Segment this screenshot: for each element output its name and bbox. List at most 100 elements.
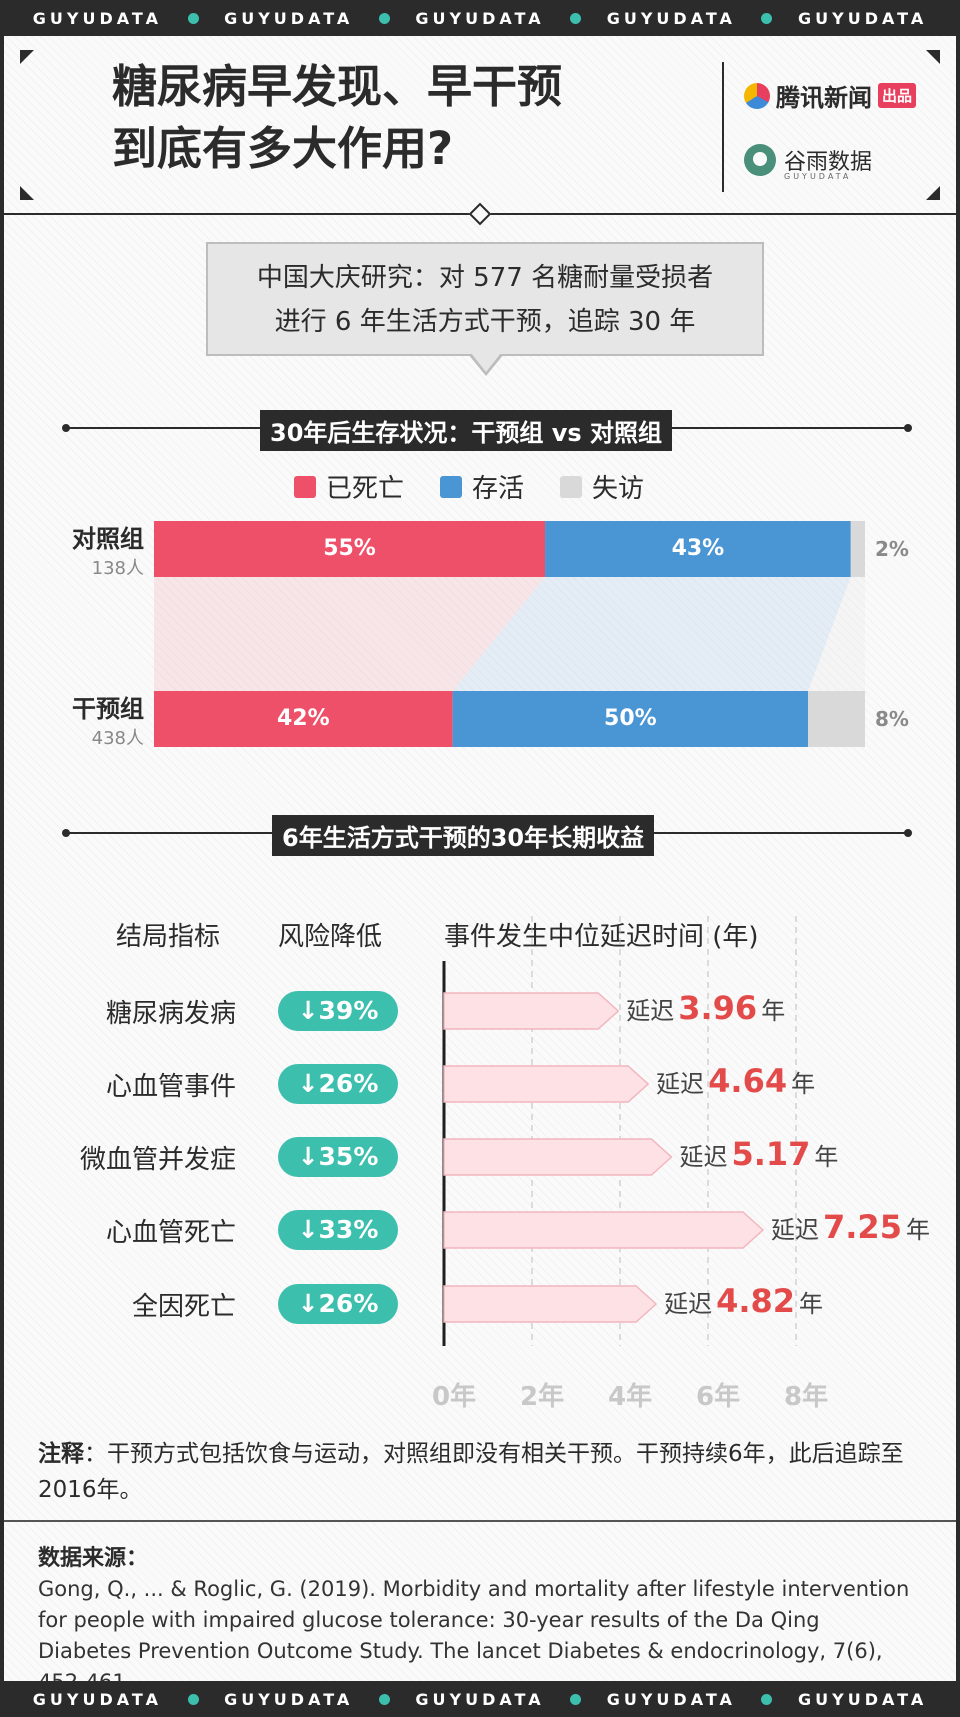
legend-swatch: [294, 475, 316, 498]
callout-line-2: 进行 6 年生活方式干预，追踪 30 年: [274, 307, 696, 337]
corner-marker: [926, 50, 940, 64]
delay-bar: [443, 992, 620, 1030]
group-name: 干预组: [72, 695, 144, 723]
delay-prefix: 延迟: [626, 997, 675, 1025]
callout-pointer-fill: [471, 353, 501, 372]
band-word: GUYUDATA: [798, 1689, 928, 1709]
band-word: GUYUDATA: [606, 1689, 736, 1709]
band-word: GUYUDATA: [415, 8, 545, 28]
connector-band-0: [154, 577, 546, 691]
legend-label: 存活: [472, 474, 525, 504]
x-tick-label: 8年: [784, 1382, 829, 1412]
lost-followup-label: 8%: [875, 707, 909, 731]
group-count: 138人: [91, 558, 144, 579]
risk-reduction-badge: ↓35%: [278, 1137, 398, 1177]
col-head-risk: 风险降低: [278, 922, 383, 952]
brand2-sub: GUYUDATA: [784, 172, 852, 181]
delay-text: 延迟 5.17 年: [679, 1135, 838, 1173]
delay-prefix: 延迟: [664, 1290, 713, 1318]
band-word: GUYUDATA: [224, 1689, 354, 1709]
x-tick-label: 6年: [696, 1382, 741, 1412]
band-word: GUYUDATA: [224, 8, 354, 28]
brand2-name: 谷雨数据: [784, 150, 873, 175]
bar-segment: [545, 521, 851, 577]
band-dot-icon: [570, 12, 582, 24]
connector-band-2: [808, 577, 865, 691]
legend-swatch: [440, 475, 463, 498]
x-tick-label: 0年: [432, 1382, 477, 1412]
survival-legend: 已死亡 存活 失访: [294, 468, 644, 505]
outcome-label: 全因死亡: [131, 1292, 236, 1322]
band-dot-icon: [187, 12, 199, 24]
note-label: 注释: [38, 1441, 84, 1467]
delay-value: 7.25: [823, 1208, 902, 1246]
corner-marker: [20, 50, 34, 64]
delay-bar: [443, 1065, 650, 1103]
section2-title: 6年生活方式干预的30年长期收益: [272, 815, 655, 856]
bar-value-label: 43%: [671, 536, 725, 561]
band-word: GUYUDATA: [606, 8, 736, 28]
risk-reduction-badge: ↓33%: [278, 1210, 398, 1250]
title-line-1: 糖尿病早发现、早干预: [112, 60, 563, 113]
delay-text: 延迟 3.96 年: [626, 989, 785, 1027]
col-head-delay: 事件发生中位延迟时间 (年): [444, 922, 759, 952]
delay-prefix: 延迟: [679, 1143, 728, 1171]
tencent-news-brand: 腾讯新闻 出品: [744, 78, 917, 113]
title-line-2: 到底有多大作用?: [112, 122, 454, 175]
bar-value-label: 42%: [276, 706, 330, 731]
delay-suffix: 年: [799, 1290, 824, 1318]
bar-segment: [154, 691, 453, 747]
bar-segment: [452, 691, 809, 747]
band-dot-icon: [187, 1693, 199, 1705]
connector-band-1: [452, 577, 851, 691]
delay-suffix: 年: [761, 997, 786, 1025]
outcome-label: 糖尿病发病: [105, 999, 236, 1029]
infographic-panel: 糖尿病早发现、早干预 到底有多大作用? 腾讯新闻 出品 谷雨数据 GUYUDAT…: [4, 36, 956, 1681]
guyu-data-brand: 谷雨数据 GUYUDATA: [744, 144, 873, 181]
source-heading: 数据来源：: [38, 1546, 149, 1571]
outcome-label: 心血管死亡: [105, 1218, 236, 1248]
delay-suffix: 年: [791, 1070, 816, 1098]
bar-segment: [154, 521, 546, 577]
top-brand-band: GUYUDATA GUYUDATA GUYUDATA GUYUDATA GUYUDATA: [0, 0, 960, 36]
legend-label: 失访: [592, 474, 645, 504]
header-divider: [722, 62, 724, 192]
band-word: GUYUDATA: [32, 1689, 162, 1709]
legend-item: 已死亡: [294, 468, 404, 505]
band-word: GUYUDATA: [32, 8, 162, 28]
tencent-news-logo-icon: [744, 82, 770, 109]
delay-value: 4.82: [716, 1282, 796, 1320]
band-dot-icon: [761, 12, 773, 24]
study-callout: 中国大庆研究：对 577 名糖耐量受损者 进行 6 年生活方式干预，追踪 30 …: [206, 242, 764, 356]
corner-marker: [926, 186, 940, 200]
section1-title: 30年后生存状况：干预组 vs 对照组: [260, 410, 673, 451]
delay-prefix: 延迟: [771, 1216, 819, 1244]
group-label: 干预组 438人: [44, 689, 144, 750]
bar-value-label: 50%: [604, 706, 657, 731]
group-label: 对照组 138人: [44, 519, 144, 580]
outcome-label: 微血管并发症: [79, 1145, 236, 1175]
delay-value: 4.64: [708, 1062, 788, 1100]
source-divider: [4, 1520, 956, 1522]
band-dot-icon: [378, 1693, 390, 1705]
delay-bar: [443, 1211, 765, 1249]
legend-item: 存活: [440, 468, 524, 505]
x-tick-label: 4年: [608, 1382, 653, 1412]
footnote: 注释：干预方式包括饮食与运动，对照组即没有相关干预。干预持续6年，此后追踪至20…: [38, 1436, 928, 1508]
delay-suffix: 年: [814, 1143, 839, 1171]
delay-text: 延迟 4.64 年: [656, 1062, 815, 1100]
bottom-brand-band: GUYUDATA GUYUDATA GUYUDATA GUYUDATA GUYUDATA: [0, 1681, 960, 1717]
callout-line-1: 中国大庆研究：对 577 名糖耐量受损者: [256, 263, 714, 293]
group-name: 对照组: [72, 525, 144, 553]
delay-bar: [443, 1138, 673, 1176]
delay-value: 5.17: [731, 1135, 811, 1173]
bar-value-label: 55%: [323, 536, 376, 561]
brand1-name: 腾讯新闻: [776, 84, 872, 112]
lost-followup-label: 2%: [875, 537, 909, 561]
band-word: GUYUDATA: [798, 8, 928, 28]
bar-segment: [808, 691, 865, 747]
legend-swatch: [560, 475, 583, 498]
guyu-bird-logo-icon: [744, 144, 776, 176]
source-citation: Gong, Q., ... & Roglic, G. (2019). Morbi…: [38, 1577, 910, 1681]
outcome-label: 心血管事件: [105, 1072, 236, 1102]
